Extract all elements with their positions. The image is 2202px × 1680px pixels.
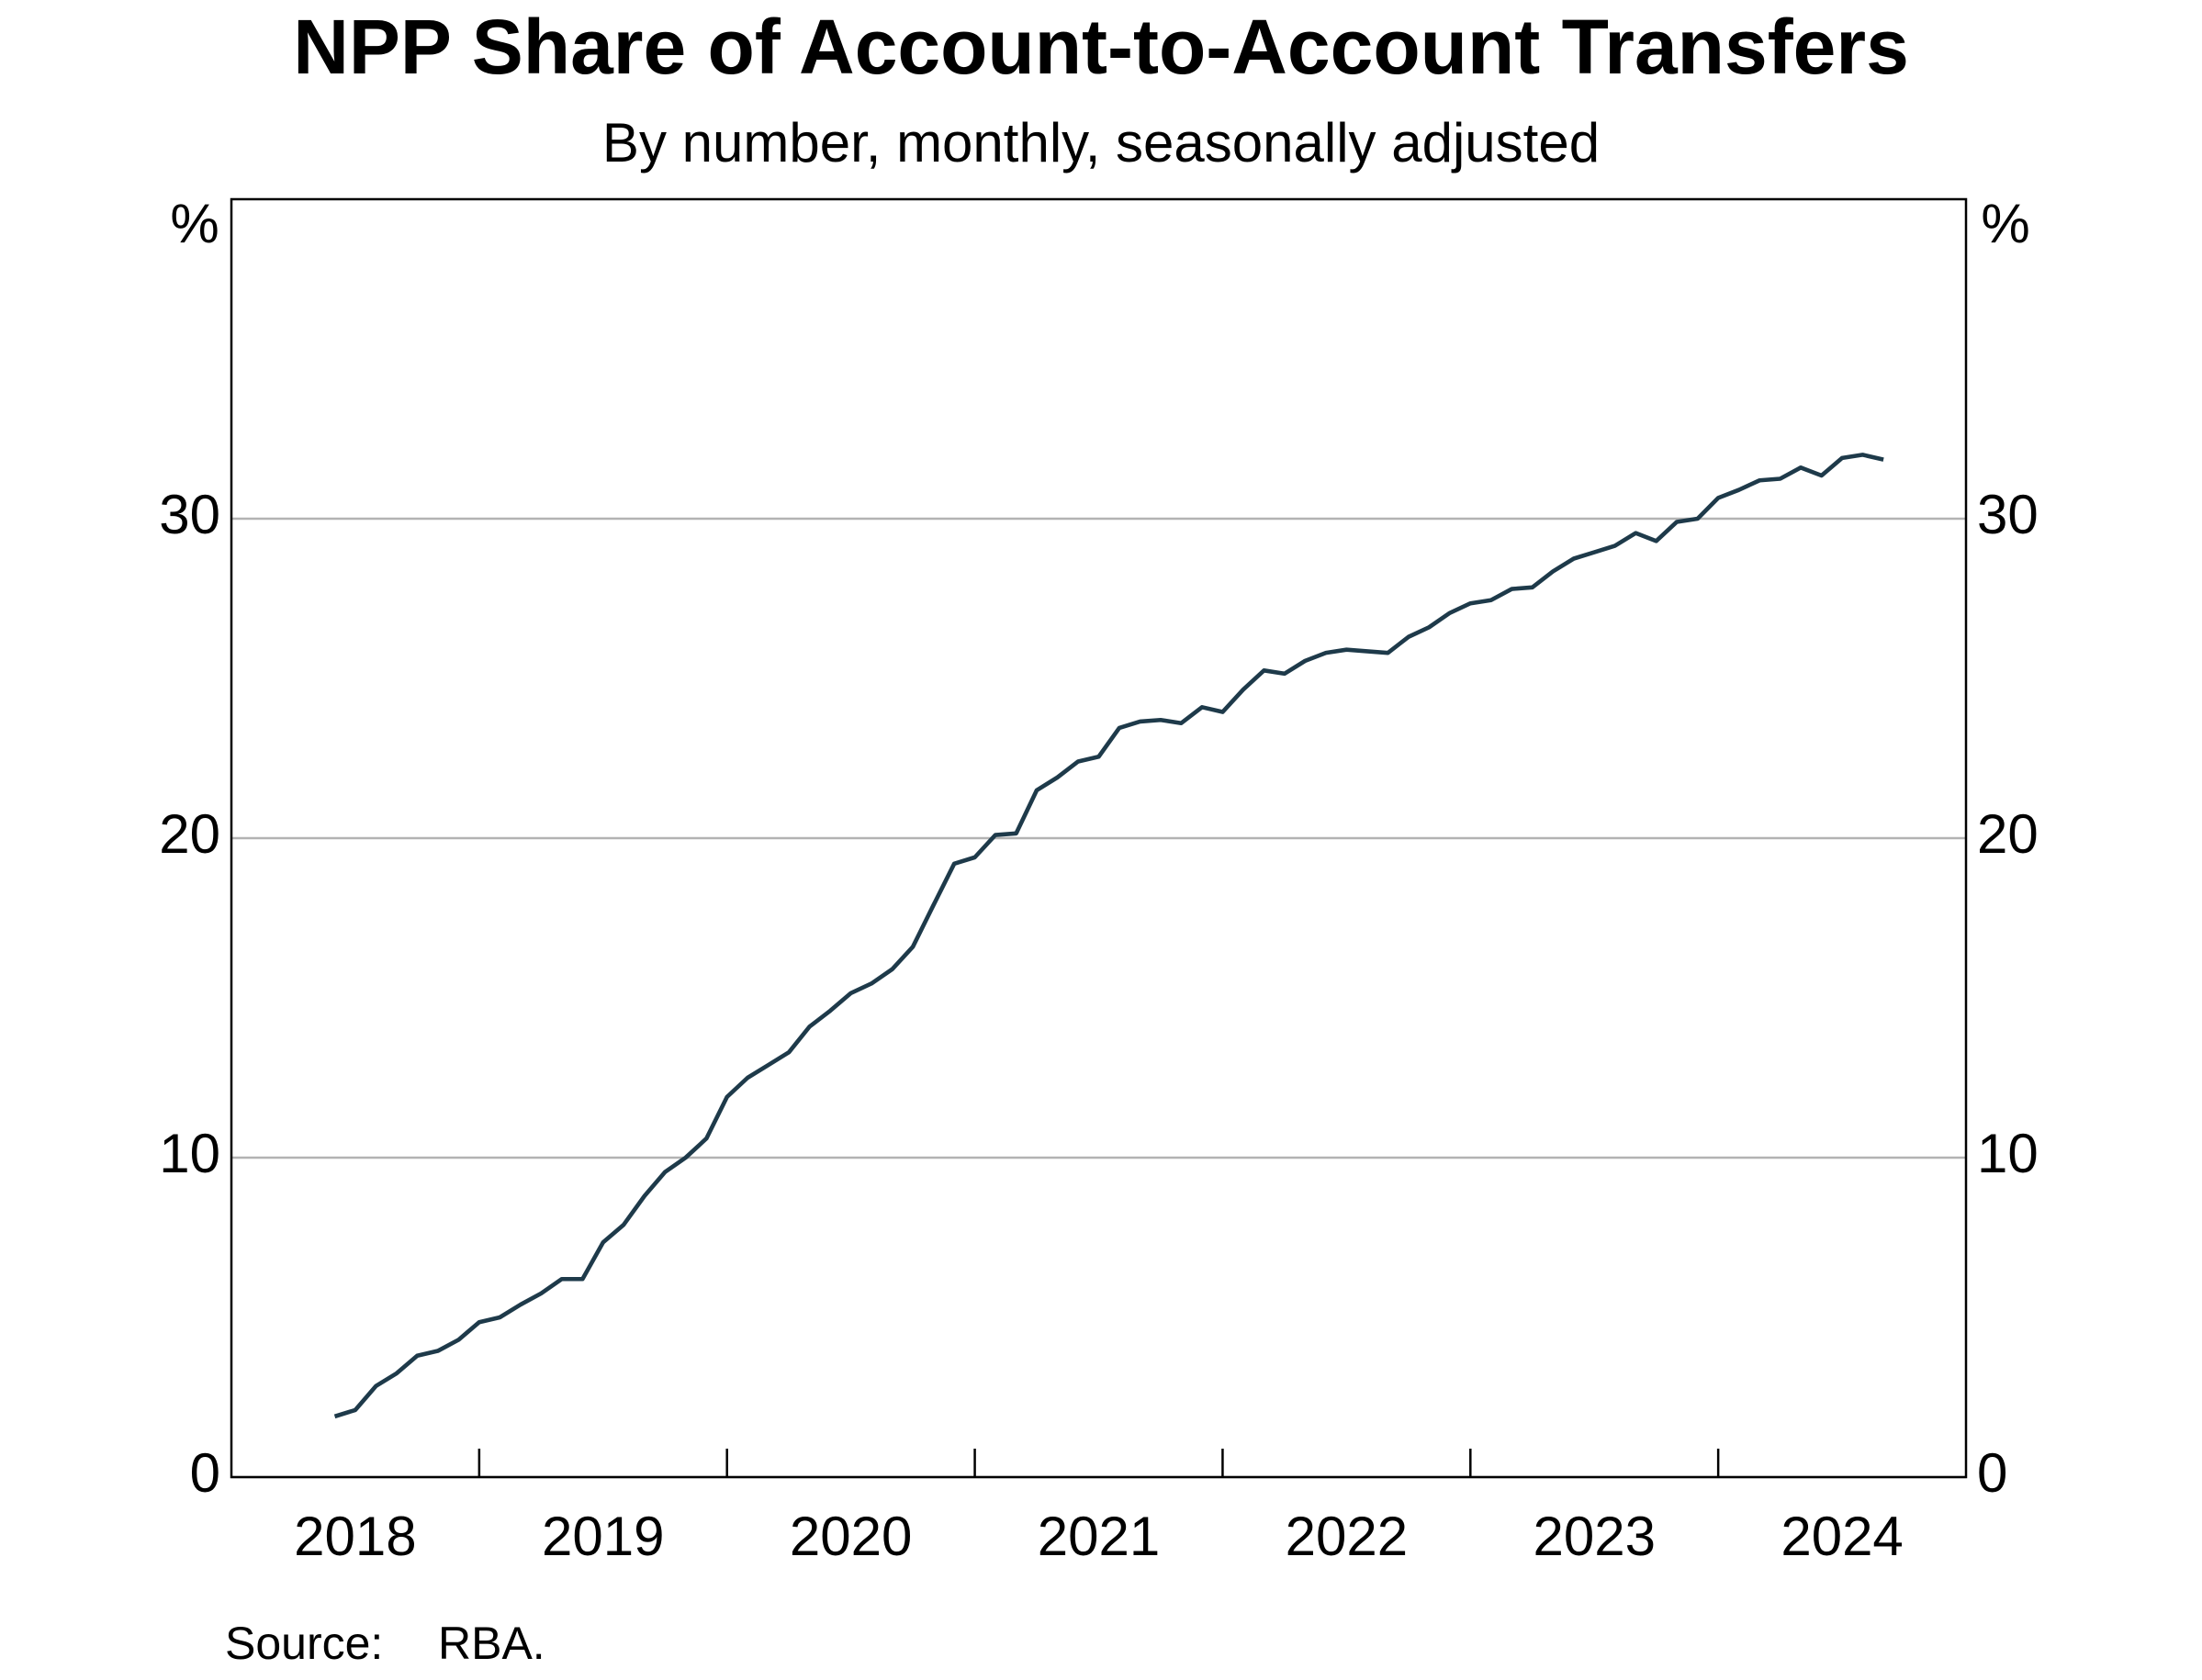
y-tick-label: 0 — [190, 1442, 220, 1504]
y2-tick-label: 20 — [1977, 803, 2039, 865]
chart-subtitle: By number, monthly, seasonally adjusted — [602, 112, 1600, 174]
line — [333, 453, 1884, 1419]
y-tick-label: 20 — [159, 803, 220, 865]
x-tick-label: 2018 — [294, 1506, 416, 1567]
chart-title: NPP Share of Account-to-Account Transfer… — [293, 4, 1909, 90]
x-tick-label: 2020 — [790, 1506, 912, 1567]
y2-unit: % — [1981, 193, 2029, 254]
source: RBA. — [438, 1618, 545, 1669]
y2-tick-label: 0 — [1977, 1442, 2007, 1504]
x-tick-label: 2021 — [1038, 1506, 1160, 1567]
x-tick-label: 2022 — [1286, 1506, 1408, 1567]
y-tick-label: 10 — [159, 1123, 220, 1184]
x-tick-label: 2019 — [542, 1506, 664, 1567]
y-unit: % — [170, 193, 219, 254]
y2-tick-label: 10 — [1977, 1123, 2039, 1184]
y2-tick-label: 30 — [1977, 484, 2039, 545]
y-tick-label: 30 — [159, 484, 220, 545]
x-tick-label: 2023 — [1533, 1506, 1655, 1567]
source-label: Source: — [225, 1618, 383, 1669]
x-tick-label: 2024 — [1781, 1506, 1903, 1567]
plot-frame — [230, 197, 1968, 1479]
